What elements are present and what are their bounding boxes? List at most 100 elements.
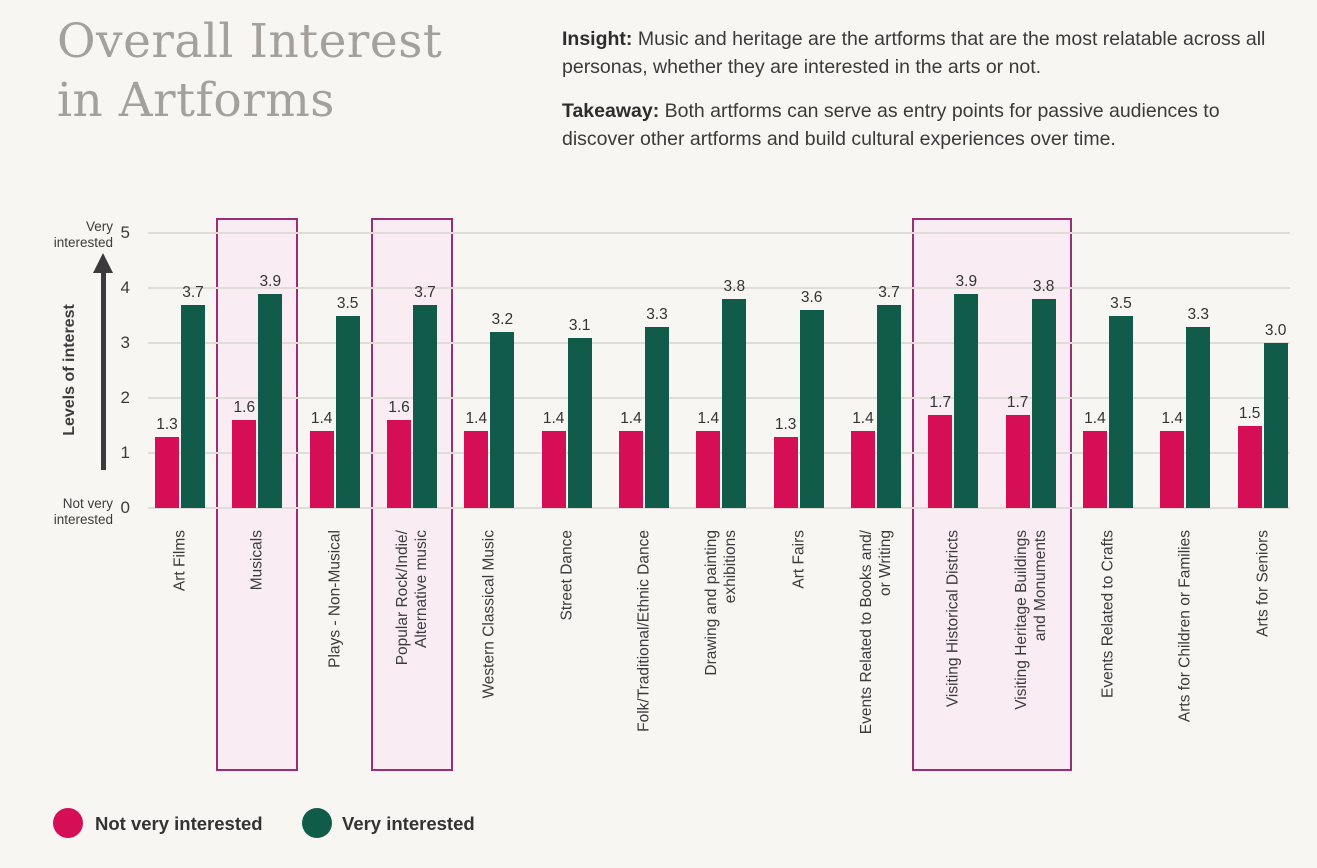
category-label: Drawing and painting exhibitions [703,530,740,676]
bar-value-label: 3.7 [182,283,204,301]
highlight-box [370,218,453,771]
gridline [148,342,1290,344]
bar-value-label: 3.0 [1264,322,1287,339]
bar-very-interested [181,304,205,508]
bar-very-interested [490,332,515,508]
bar-value-label: 1.4 [697,410,720,427]
page-title-line1: Overall Interest [57,14,443,69]
page-title: Overall Interest in Artforms [57,12,442,130]
bar-very-interested [876,304,901,508]
bar-not-very-interested [464,431,489,508]
annotation-notes: Insight: Music and heritage are the artf… [562,26,1277,170]
bar-value-label: 1.3 [774,415,797,433]
y-tick-label: 4 [120,278,130,297]
legend-swatch-very-interested [302,808,332,838]
bar-not-very-interested [696,431,721,508]
bar-very-interested [1186,326,1211,508]
bar-not-very-interested [155,436,179,508]
y-tick-label: 0 [120,498,130,517]
category-label: Art Films [171,530,189,592]
bar-value-label: 3.9 [259,272,282,290]
y-axis-arrow-head-icon [93,253,113,273]
bar-not-very-interested [1237,425,1262,508]
bar-not-very-interested [850,431,875,508]
bar-not-very-interested [232,420,257,508]
bar-value-label: 1.5 [1238,404,1261,422]
category-label: Western Classical Music [480,530,498,699]
category-label: Visiting Heritage Buildings and Monument… [1012,530,1049,710]
bar-value-label: 3.5 [1110,294,1132,312]
bar-value-label: 1.7 [929,393,952,411]
takeaway-text: Both artforms can serve as entry points … [562,100,1220,150]
bar-value-label: 1.4 [1084,410,1106,427]
bar-very-interested [1108,315,1133,508]
gridline [148,507,1290,509]
bar-very-interested [567,337,592,508]
bar-value-label: 1.6 [388,399,410,416]
bar-not-very-interested [1005,414,1030,508]
bar-value-label: 3.3 [1187,305,1210,323]
bar-value-label: 1.4 [1161,410,1184,427]
bar-very-interested [644,326,669,508]
y-axis-top-label: Very interested [53,219,113,250]
bar-very-interested [412,304,437,508]
bar-value-label: 1.4 [310,410,333,427]
gridline [148,397,1290,399]
bar-very-interested [954,293,979,508]
y-tick-label: 5 [120,223,130,242]
bar-not-very-interested [1160,431,1185,508]
bar-very-interested [1031,299,1056,508]
bar-not-very-interested [309,431,334,508]
bar-value-label: 3.8 [1032,278,1055,295]
y-axis-bottom-label: Not very interested [53,496,113,527]
bar-value-label: 1.4 [542,410,565,427]
category-label: Plays - Non-Musical [326,530,344,668]
bar-value-label: 1.7 [1006,393,1029,411]
bar-not-very-interested [618,431,643,508]
category-label: Street Dance [558,530,576,621]
category-label: Arts for Seniors [1254,530,1272,637]
bar-not-very-interested [773,436,798,508]
bar-very-interested [722,299,747,508]
bar-not-very-interested [386,420,411,508]
bar-very-interested [1263,343,1288,508]
bar-value-label: 1.3 [156,415,178,433]
bar-value-label: 1.4 [852,410,874,427]
y-tick-label: 3 [120,333,130,352]
page-title-line2: in Artforms [57,73,335,128]
bar-very-interested [335,315,360,508]
category-label: Events Related to Books and/ or Writing [857,530,894,735]
category-label: Arts for Children or Families [1176,530,1194,723]
legend-label-not-very-interested: Not very interested [95,813,263,834]
category-label: Musicals [248,530,266,591]
y-axis-arrow-line [101,270,106,470]
bar-value-label: 1.6 [233,399,256,416]
bar-value-label: 3.7 [878,283,900,301]
y-axis-title: Levels of interest [61,304,78,436]
gridline [148,287,1290,289]
bar-value-label: 3.7 [414,283,436,301]
bar-very-interested [799,310,824,508]
highlight-box [216,218,299,771]
category-label: Popular Rock/Indie/ Alternative music [393,530,430,666]
gridline [148,232,1290,234]
bar-value-label: 1.4 [465,410,488,427]
bar-value-label: 3.3 [646,305,668,323]
y-tick-label: 2 [120,388,130,407]
category-label: Visiting Historical Districts [944,530,962,708]
insight-text: Music and heritage are the artforms that… [562,28,1266,78]
bar-value-label: 1.4 [620,410,642,427]
takeaway-label: Takeaway: [562,100,660,122]
bar-not-very-interested [1082,431,1107,508]
legend-swatch-not-very-interested [53,808,83,838]
bar-not-very-interested [928,414,953,508]
bar-value-label: 3.6 [800,289,823,306]
y-tick-label: 1 [120,443,130,462]
insight-note: Insight: Music and heritage are the artf… [562,26,1277,81]
category-label: Events Related to Crafts [1099,530,1117,698]
bar-value-label: 3.1 [568,316,591,334]
category-label: Art Fairs [790,530,808,589]
category-label: Folk/Traditional/Ethnic Dance [635,530,653,732]
insight-label: Insight: [562,28,633,50]
